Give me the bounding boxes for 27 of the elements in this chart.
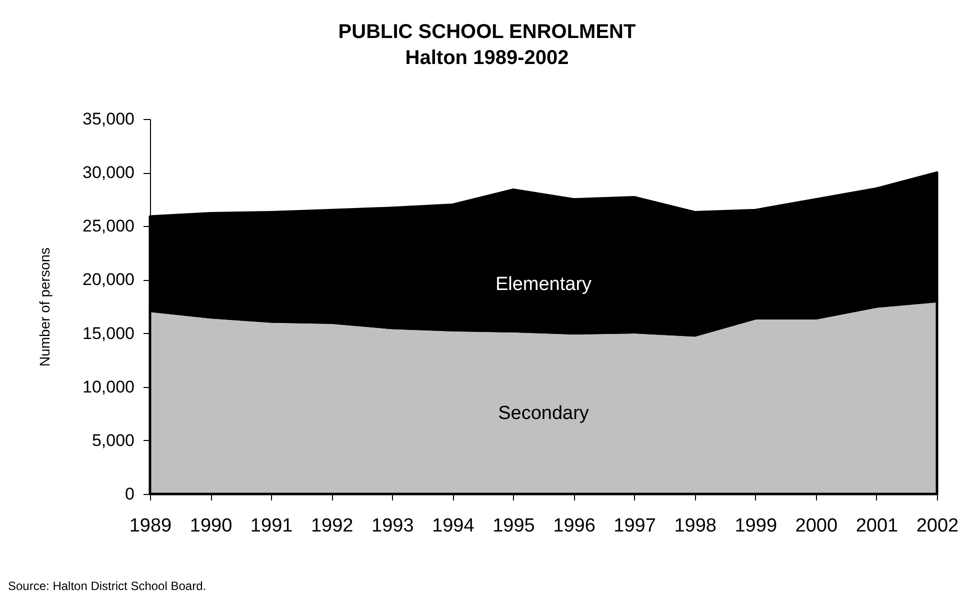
series-label: Elementary — [495, 274, 592, 296]
x-tick-label: 2001 — [856, 516, 898, 536]
y-axis-title: Number of persons — [36, 247, 53, 367]
x-tick-label: 1998 — [674, 516, 716, 536]
x-tick-label: 1991 — [250, 516, 293, 536]
x-tick-label: 2002 — [916, 516, 959, 536]
x-tick-label: 2000 — [795, 516, 838, 536]
x-tick-label: 1999 — [734, 516, 778, 536]
x-tick-label: 1995 — [492, 516, 535, 536]
x-tick-label: 1994 — [432, 516, 475, 536]
y-tick-label: 15,000 — [82, 324, 134, 343]
y-tick-label: 30,000 — [82, 163, 134, 182]
y-tick-label: 35,000 — [82, 110, 134, 128]
chart-subtitle: Halton 1989-2002 — [405, 47, 569, 69]
x-tick-label: 1989 — [129, 516, 172, 536]
y-tick-label: 0 — [125, 484, 134, 504]
x-tick-label: 1992 — [310, 516, 354, 536]
x-tick-label: 1990 — [190, 516, 232, 536]
y-tick-label: 25,000 — [82, 216, 134, 236]
x-tick-label: 1997 — [614, 516, 656, 536]
y-tick-label: 20,000 — [82, 270, 134, 290]
source-note: Source: Halton District School Board. — [8, 579, 206, 593]
y-tick-label: 5,000 — [92, 430, 134, 450]
chart-title: PUBLIC SCHOOL ENROLMENT — [338, 21, 636, 43]
x-tick-label: 1996 — [553, 516, 596, 536]
y-tick-label: 10,000 — [82, 377, 134, 396]
x-tick-label: 1993 — [372, 516, 414, 536]
